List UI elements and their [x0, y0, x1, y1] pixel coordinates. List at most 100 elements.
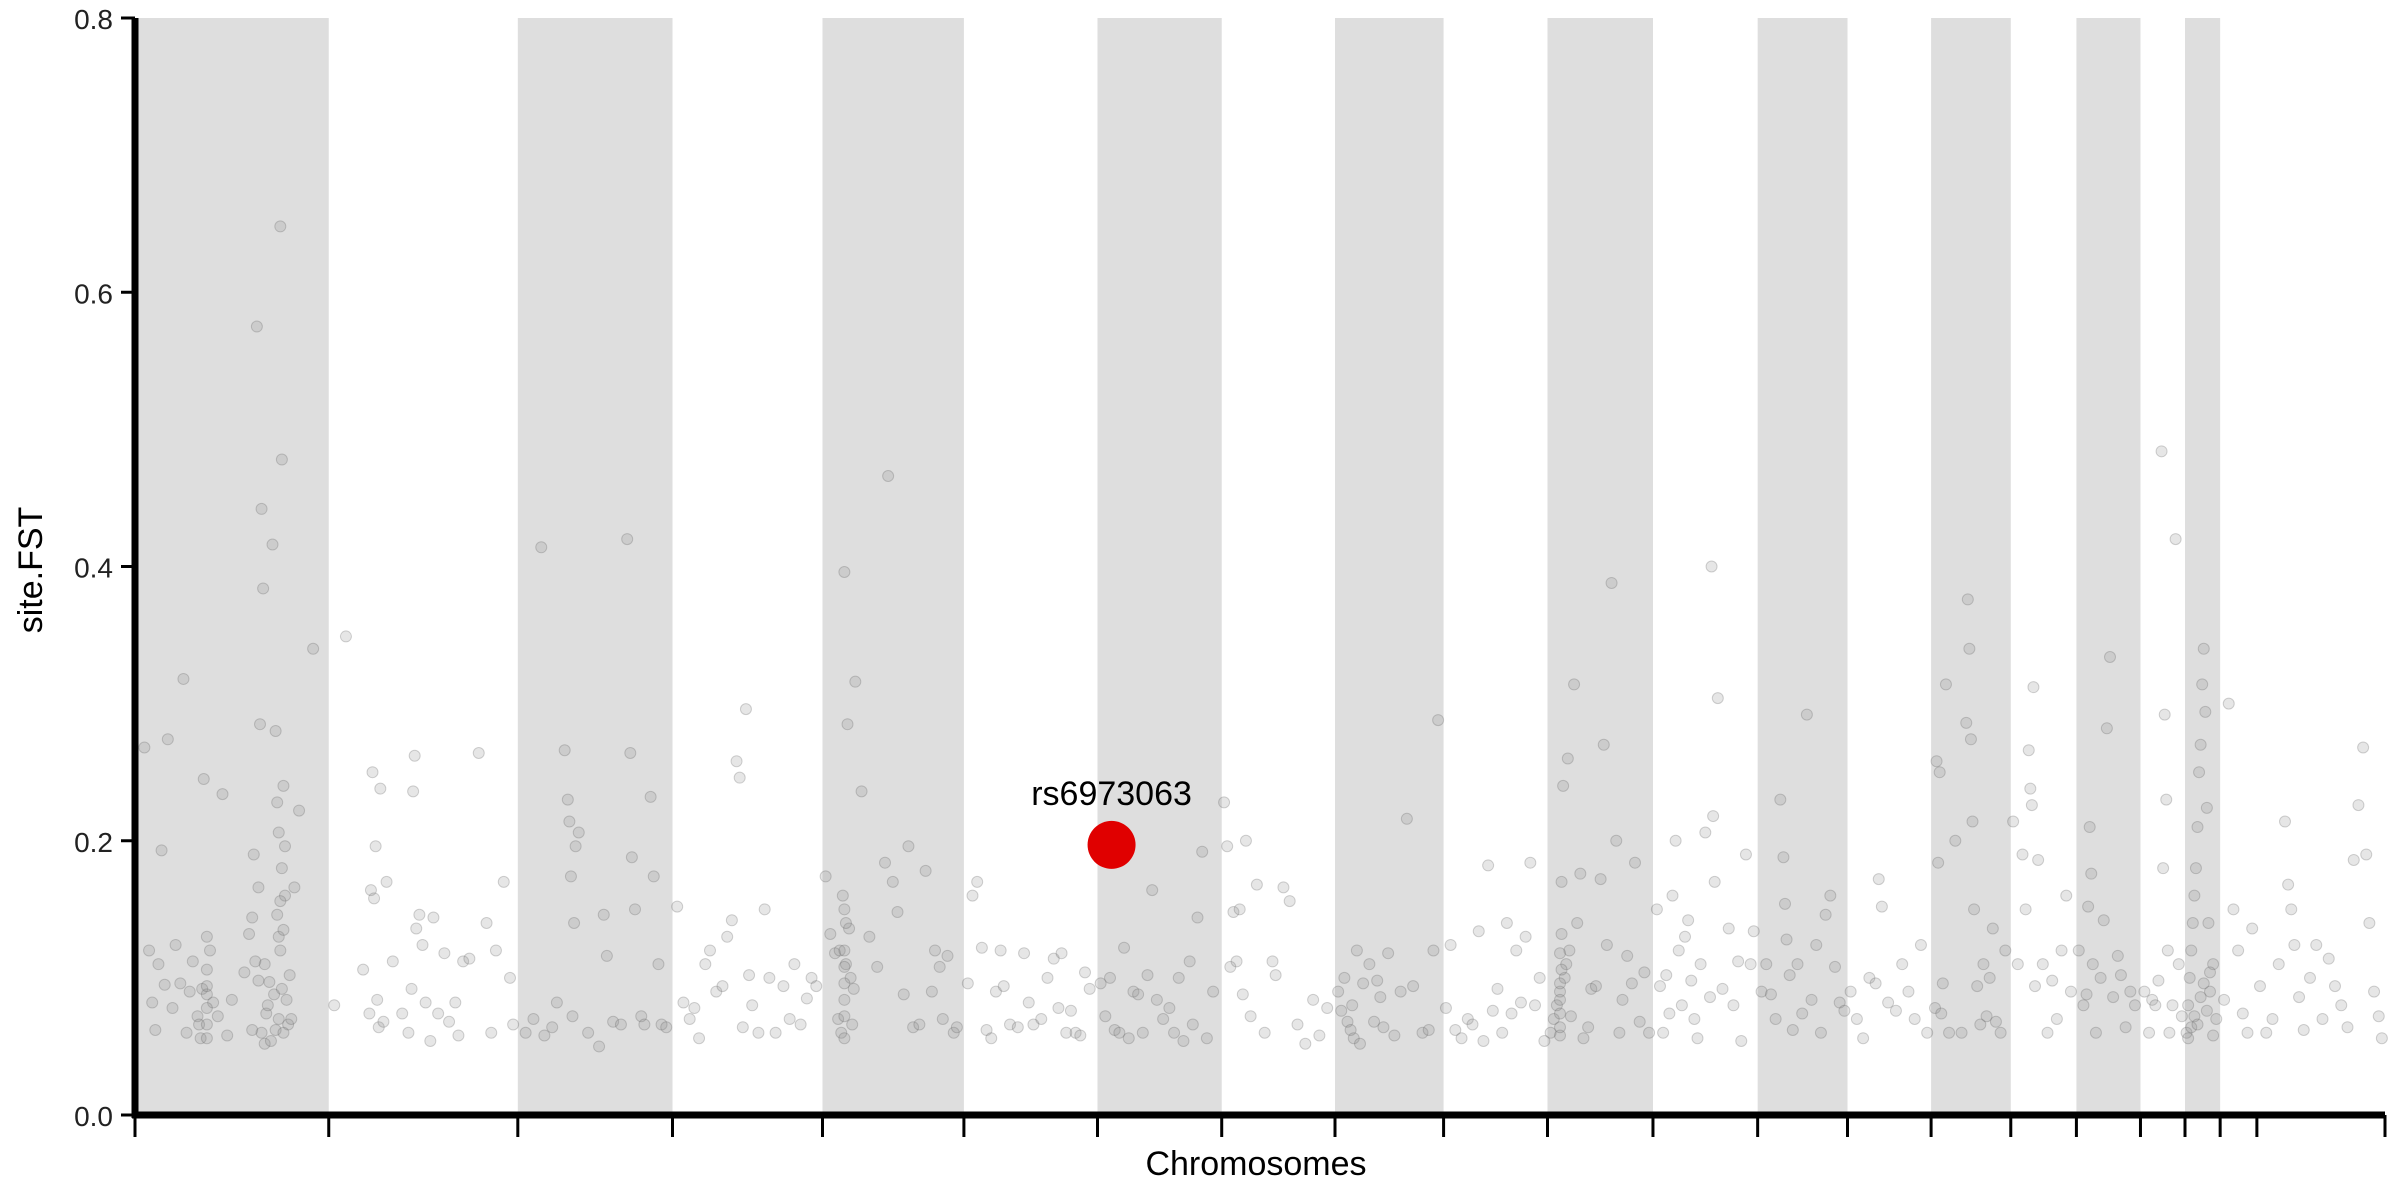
- snp-point: [1844, 985, 1857, 998]
- snp-point: [736, 1021, 749, 1034]
- snp-point: [2236, 1007, 2249, 1020]
- snp-point: [138, 741, 151, 754]
- snp-point: [725, 914, 738, 927]
- snp-point: [1563, 944, 1576, 957]
- snp-point: [2285, 903, 2298, 916]
- snp-point: [1357, 977, 1370, 990]
- snp-point: [255, 1026, 268, 1039]
- snp-point: [1466, 1018, 1479, 1031]
- snp-point: [1921, 1026, 1934, 1039]
- snp-point: [2064, 985, 2077, 998]
- snp-point: [1449, 1023, 1462, 1036]
- snp-point: [2293, 991, 2306, 1004]
- snp-point: [283, 969, 296, 982]
- snp-point: [843, 922, 856, 935]
- snp-point: [1577, 1032, 1590, 1045]
- snp-point: [994, 944, 1007, 957]
- snp-point: [143, 944, 156, 957]
- snp-point: [2032, 853, 2045, 866]
- snp-point: [1949, 834, 1962, 847]
- snp-point: [161, 733, 174, 746]
- snp-point: [200, 1032, 213, 1045]
- snp-point: [2182, 999, 2195, 1012]
- snp-point: [1960, 716, 1973, 729]
- chromosome-band-17: [2076, 18, 2141, 1115]
- snp-point: [833, 944, 846, 957]
- snp-point: [2119, 1021, 2132, 1034]
- snp-point: [2227, 903, 2240, 916]
- snp-point: [1850, 1013, 1863, 1026]
- snp-point: [2266, 1013, 2279, 1026]
- snp-point: [1707, 810, 1720, 823]
- snp-point: [568, 917, 581, 930]
- snp-point: [1079, 966, 1091, 979]
- snp-point: [2282, 878, 2295, 891]
- snp-point: [1672, 944, 1685, 957]
- snp-point: [1113, 1026, 1126, 1039]
- snp-point: [1177, 1034, 1190, 1047]
- snp-point: [293, 804, 306, 817]
- snp-point: [507, 1018, 520, 1031]
- snp-point: [1986, 922, 1999, 935]
- snp-point: [146, 996, 159, 1009]
- snp-point: [2218, 993, 2231, 1006]
- snp-point: [186, 955, 199, 968]
- snp-point: [2086, 958, 2099, 971]
- snp-point: [1744, 958, 1757, 971]
- snp-point: [225, 993, 238, 1006]
- snp-point: [1250, 878, 1263, 891]
- snp-point: [1224, 960, 1237, 973]
- snp-point: [472, 746, 485, 759]
- snp-point: [1307, 993, 1320, 1006]
- snp-point: [625, 851, 638, 864]
- snp-point: [277, 779, 290, 792]
- snp-point: [2207, 1029, 2220, 1042]
- snp-point: [504, 971, 516, 984]
- snp-point: [1172, 971, 1185, 984]
- snp-point: [1122, 1032, 1135, 1045]
- snp-point: [1191, 911, 1204, 924]
- snp-point: [416, 938, 429, 951]
- snp-point: [1875, 900, 1888, 913]
- snp-point: [328, 999, 341, 1012]
- snp-point: [2050, 1013, 2063, 1026]
- snp-point: [2193, 766, 2206, 779]
- snp-point: [597, 908, 610, 921]
- snp-point: [693, 1032, 706, 1045]
- snp-point: [550, 996, 563, 1009]
- snp-point: [1099, 1010, 1112, 1023]
- snp-point: [266, 538, 279, 551]
- snp-point: [363, 1007, 376, 1020]
- snp-point: [1258, 1026, 1271, 1039]
- snp-point: [614, 1018, 627, 1031]
- snp-point: [593, 1040, 606, 1053]
- snp-point: [1041, 971, 1054, 984]
- snp-point: [897, 988, 910, 1001]
- snp-point: [1432, 714, 1445, 727]
- snp-point: [1755, 985, 1768, 998]
- snp-point: [1482, 859, 1495, 872]
- snp-point: [743, 969, 756, 982]
- snp-point: [277, 923, 290, 936]
- snp-point: [838, 903, 851, 916]
- snp-point: [1650, 903, 1663, 916]
- snp-point: [1914, 938, 1927, 951]
- chromosome-band-11: [1547, 18, 1653, 1115]
- snp-point: [1810, 938, 1823, 951]
- snp-point: [1999, 944, 2012, 957]
- snp-point: [405, 982, 418, 995]
- snp-point: [769, 1026, 782, 1039]
- snp-point: [2089, 1026, 2102, 1039]
- snp-point: [1004, 1018, 1016, 1031]
- snp-point: [980, 1023, 993, 1036]
- snp-point: [1863, 971, 1876, 984]
- snp-point: [427, 911, 440, 924]
- snp-point: [368, 892, 381, 905]
- snp-point: [572, 826, 585, 839]
- snp-point: [989, 985, 1002, 998]
- snp-point: [1783, 969, 1796, 982]
- snp-point: [805, 971, 818, 984]
- snp-point: [933, 960, 946, 973]
- snp-point: [1633, 1015, 1646, 1028]
- snp-point: [419, 996, 432, 1009]
